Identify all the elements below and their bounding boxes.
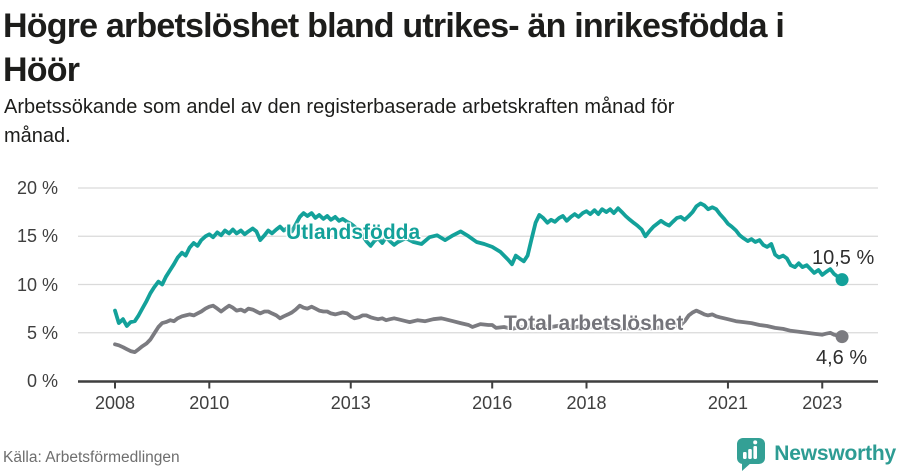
series-line-utlandsf-dda [113, 201, 844, 328]
page-subtitle-line2: månad. [4, 125, 71, 147]
end-value-label-utlandsfodda: 10,5 % [812, 247, 875, 269]
page-title-line2: Höör [3, 51, 80, 89]
newsworthy-logo[interactable]: Newsworthy [736, 437, 896, 471]
page-title: Högre arbetslöshet bland utrikes- än inr… [3, 4, 883, 92]
page-title-line1: Högre arbetslöshet bland utrikes- än inr… [3, 7, 785, 45]
page-subtitle-line1: Arbetssökande som andel av den registerb… [4, 96, 675, 118]
series-end-dot-total-arbetsl-shet [835, 330, 849, 344]
end-value-label-total: 4,6 % [816, 347, 868, 369]
page-subtitle: Arbetssökande som andel av den registerb… [4, 93, 864, 151]
series-end-dot-utlandsf-dda [835, 273, 849, 287]
series-line-total-arbetsl-shet [113, 303, 844, 354]
series-label-utlandsfodda: Utlandsfödda [286, 221, 421, 244]
series-label-total-arbetsloshet: Total arbetslöshet [504, 312, 684, 335]
source-attribution: Källa: Arbetsförmedlingen [3, 449, 180, 466]
newsworthy-logo-icon [737, 438, 766, 471]
newsworthy-logo-text: Newsworthy [774, 442, 896, 465]
